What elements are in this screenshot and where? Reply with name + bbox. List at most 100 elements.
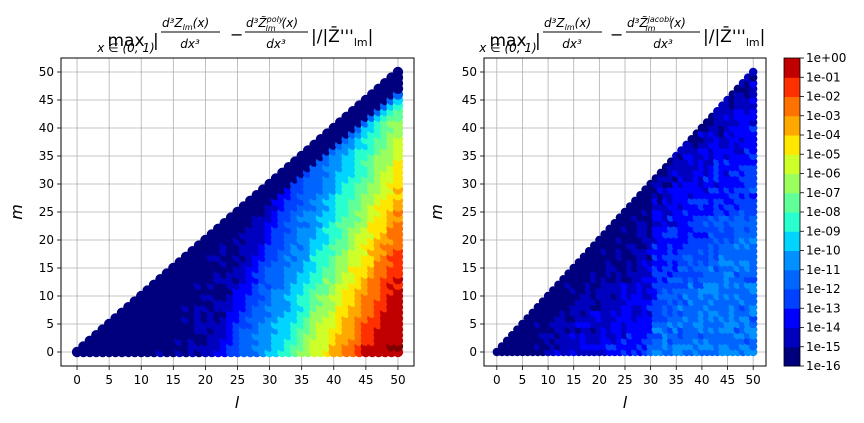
left-xtick-label: 10 (134, 373, 149, 387)
left-title: max x ∈ (0, 1) | d³Zlm(x) dx³ − d³Z̃poly… (96, 15, 373, 55)
colorbar-tick-label: 1e-13 (806, 301, 841, 315)
right-ytick-label: 40 (462, 121, 477, 135)
right-ytick-label: 45 (462, 93, 477, 107)
left-xtick-label: 50 (390, 373, 405, 387)
left-title-num2: d³Z̃poly lm (x) (246, 15, 298, 33)
left-xtick-label: 0 (73, 373, 81, 387)
right-ticks: 0 5 10 15 20 25 30 35 40 45 50 0 5 10 15 20 25 30 35 40 45 50 (462, 65, 761, 387)
right-ytick-label: 30 (462, 177, 477, 191)
right-ytick-label: 20 (462, 233, 477, 247)
right-xtick-label: 35 (669, 373, 684, 387)
colorbar-band (784, 77, 800, 97)
left-point (392, 66, 404, 78)
colorbar-band (784, 192, 800, 213)
left-title-sub: x ∈ (0, 1) (96, 41, 154, 55)
right-ytick-label: 0 (469, 345, 477, 359)
right-ytick-label: 10 (462, 289, 477, 303)
right-title: max x ∈ (0, 1) | d³Zlm(x) dx³ − d³Z̃jaco… (478, 15, 765, 55)
colorbar-tick-label: 1e-01 (806, 70, 841, 84)
left-ytick-label: 20 (39, 233, 54, 247)
colorbar-tick-label: 1e-05 (806, 147, 841, 161)
colorbar-tick-label: 1e-08 (806, 205, 841, 219)
right-xtick-label: 15 (566, 373, 581, 387)
left-ytick-label: 50 (39, 65, 54, 79)
colorbar-bands (784, 58, 800, 367)
colorbar-band (784, 327, 800, 348)
colorbar-band (784, 269, 800, 290)
colorbar-tick-label: 1e-03 (806, 109, 841, 123)
colorbar-tick-label: 1e-14 (806, 321, 841, 335)
right-title-num1: d³Zlm(x) (544, 16, 591, 32)
right-ytick-label: 50 (462, 65, 477, 79)
left-ytick-label: 30 (39, 177, 54, 191)
right-xtick-label: 10 (540, 373, 555, 387)
colorbar-band (784, 58, 800, 78)
left-ytick-label: 25 (39, 205, 54, 219)
left-ytick-label: 15 (39, 261, 54, 275)
colorbar-band (784, 346, 800, 367)
right-xtick-label: 30 (643, 373, 658, 387)
left-xtick-label: 45 (358, 373, 373, 387)
left-ticks: 0 5 10 15 20 25 30 35 40 45 50 0 5 10 15 20 25 30 35 40 45 50 (39, 65, 406, 387)
right-title-num2: d³Z̃jacobi lm (x) (627, 15, 686, 33)
right-title-den1: dx³ (562, 37, 582, 51)
right-point (748, 67, 758, 77)
colorbar-band (784, 212, 800, 232)
right-title-sub: x ∈ (0, 1) (478, 41, 536, 55)
left-ytick-label: 35 (39, 149, 54, 163)
right-title-minus: − (610, 25, 623, 44)
colorbar-tick-label: 1e-04 (806, 128, 841, 142)
left-ylabel: m (7, 204, 26, 220)
right-ytick-label: 5 (469, 317, 477, 331)
right-xlabel: l (623, 393, 628, 412)
left-title-den1: dx³ (180, 37, 200, 51)
colorbar-tick-label: 1e+00 (806, 51, 846, 65)
colorbar-tick-label: 1e-09 (806, 224, 841, 238)
colorbar-band (784, 173, 800, 194)
right-scatter-points (492, 67, 758, 357)
left-ytick-label: 0 (46, 345, 54, 359)
colorbar-band (784, 250, 800, 271)
right-title-tail: |/|Z̄'''lm| (703, 25, 765, 49)
colorbar-tick-label: 1e-02 (806, 90, 841, 104)
left-xtick-label: 40 (326, 373, 341, 387)
left-xtick-label: 15 (166, 373, 181, 387)
right-xtick-label: 0 (493, 373, 501, 387)
colorbar-band (784, 231, 800, 251)
right-xtick-label: 50 (746, 373, 761, 387)
right-ytick-label: 35 (462, 149, 477, 163)
left-title-den2: dx³ (266, 37, 286, 51)
left-title-num1: d³Zlm(x) (162, 16, 209, 32)
left-xtick-label: 5 (105, 373, 113, 387)
colorbar-tick-label: 1e-06 (806, 167, 841, 181)
colorbar-tick-label: 1e-12 (806, 282, 841, 296)
right-xtick-label: 45 (720, 373, 735, 387)
left-title-bar1: | (153, 31, 159, 51)
colorbar-band (784, 289, 800, 309)
right-title-max: max (489, 31, 526, 51)
left-title-tail: |/|Z̄'''lm| (311, 25, 373, 49)
left-ytick-label: 10 (39, 289, 54, 303)
right-ytick-label: 25 (462, 205, 477, 219)
left-xtick-label: 35 (294, 373, 309, 387)
left-scatter-points (71, 66, 404, 358)
right-xtick-label: 5 (519, 373, 527, 387)
left-ytick-label: 5 (46, 317, 54, 331)
colorbar-tick-label: 1e-16 (806, 359, 841, 373)
left-title-minus: − (230, 25, 243, 44)
right-ylabel: m (427, 204, 446, 220)
colorbar-tick-label: 1e-15 (806, 340, 841, 354)
colorbar-band (784, 96, 800, 117)
right-xtick-label: 20 (592, 373, 607, 387)
right-title-bar1: | (535, 31, 541, 51)
right-ytick-label: 15 (462, 261, 477, 275)
colorbar-band (784, 154, 800, 174)
right-xtick-label: 25 (617, 373, 632, 387)
colorbar-band (784, 308, 800, 328)
left-xtick-label: 30 (262, 373, 277, 387)
right-title-den2: dx³ (653, 37, 673, 51)
colorbar-band (784, 115, 800, 136)
left-title-max: max (107, 31, 144, 51)
colorbar-tick-label: 1e-07 (806, 186, 841, 200)
